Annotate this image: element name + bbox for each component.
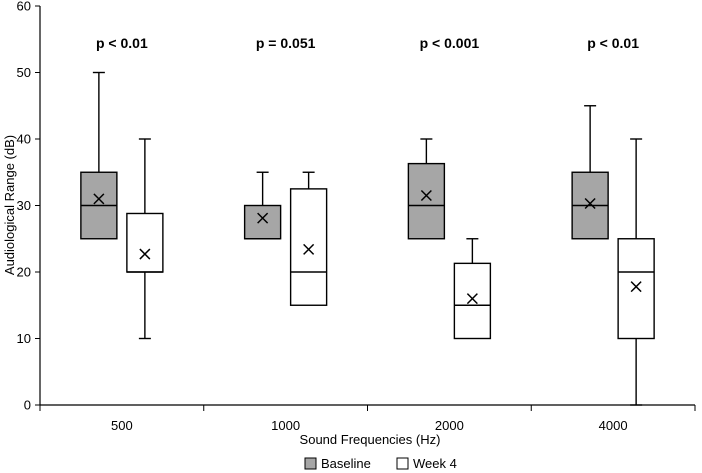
x-tick-label: 4000 bbox=[599, 418, 628, 433]
legend: Baseline Week 4 bbox=[304, 456, 457, 471]
mean-marker bbox=[630, 281, 642, 293]
x-tick-label: 1000 bbox=[271, 418, 300, 433]
axes: 0 10 20 30 40 50 60 500 1000 2000 4000 bbox=[17, 0, 696, 433]
p-value-label: p < 0.01 bbox=[96, 35, 148, 51]
y-tick-label: 10 bbox=[17, 331, 31, 346]
box-week-4 bbox=[126, 138, 164, 340]
y-tick-label: 50 bbox=[17, 65, 31, 80]
box-baseline bbox=[80, 71, 118, 240]
legend-label: Week 4 bbox=[413, 456, 457, 471]
y-axis-title: Audiological Range (dB) bbox=[2, 135, 17, 275]
box-week-4 bbox=[617, 138, 655, 406]
mean-marker bbox=[257, 212, 269, 224]
legend-label: Baseline bbox=[321, 456, 371, 471]
box-week-4 bbox=[453, 238, 492, 340]
p-value-label: p < 0.001 bbox=[420, 35, 480, 51]
mean-marker bbox=[303, 243, 315, 255]
box-body bbox=[243, 204, 282, 240]
boxes bbox=[80, 71, 655, 406]
box-baseline bbox=[243, 171, 282, 240]
box-body bbox=[407, 162, 446, 240]
p-value-annotations: p < 0.01 p = 0.051 p < 0.001 p < 0.01 bbox=[96, 35, 639, 51]
box-body bbox=[126, 212, 164, 273]
x-tick-label: 2000 bbox=[435, 418, 464, 433]
box-body bbox=[453, 262, 492, 340]
y-tick-label: 0 bbox=[24, 398, 31, 413]
mean-marker bbox=[93, 193, 105, 205]
box-week-4 bbox=[289, 171, 328, 306]
p-value-label: p = 0.051 bbox=[256, 35, 316, 51]
x-axis-title: Sound Frequencies (Hz) bbox=[300, 432, 441, 447]
p-value-label: p < 0.01 bbox=[587, 35, 639, 51]
box-body bbox=[289, 188, 328, 306]
y-tick-label: 30 bbox=[17, 198, 31, 213]
box-body bbox=[617, 238, 655, 340]
legend-swatch bbox=[396, 457, 409, 470]
x-tick-label: 500 bbox=[111, 418, 133, 433]
mean-marker bbox=[584, 197, 596, 210]
box-baseline bbox=[571, 105, 609, 240]
box-baseline bbox=[407, 138, 446, 240]
mean-marker bbox=[420, 189, 432, 202]
mean-marker bbox=[466, 293, 478, 305]
y-tick-label: 60 bbox=[17, 0, 31, 14]
y-tick-label: 40 bbox=[17, 132, 31, 147]
y-tick-label: 20 bbox=[17, 265, 31, 280]
legend-swatch bbox=[304, 457, 317, 470]
mean-marker bbox=[139, 248, 151, 260]
